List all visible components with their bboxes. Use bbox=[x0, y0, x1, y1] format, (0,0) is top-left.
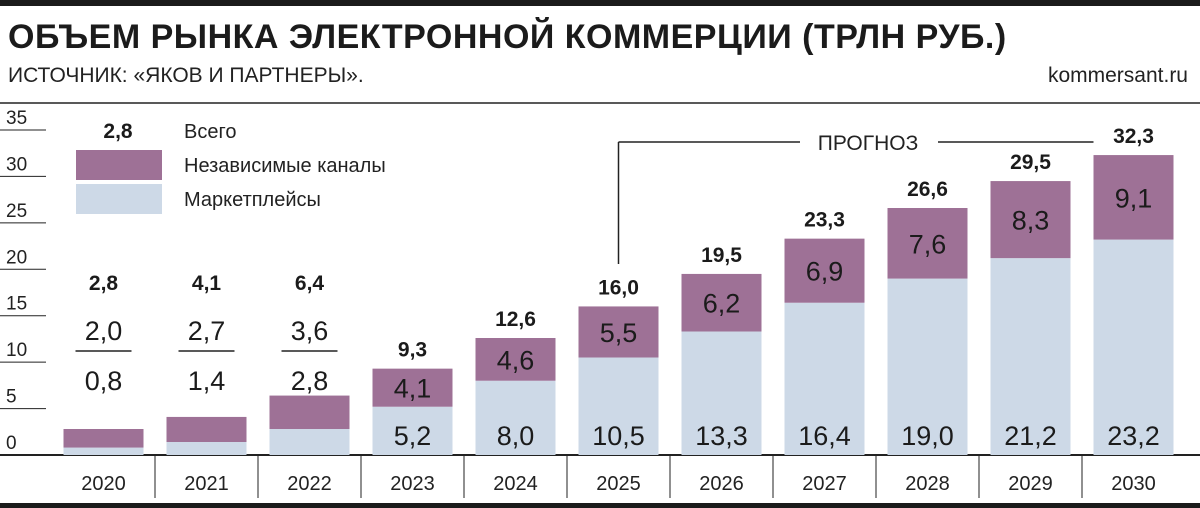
independent-value-label: 9,1 bbox=[1115, 183, 1153, 213]
independent-value-label: 7,6 bbox=[909, 229, 947, 259]
marketplaces-value-label: 21,2 bbox=[1004, 421, 1057, 451]
marketplaces-value-label: 1,4 bbox=[188, 366, 226, 396]
marketplaces-value-label: 8,0 bbox=[497, 421, 535, 451]
bar-marketplaces bbox=[578, 357, 659, 455]
independent-value-label: 2,7 bbox=[188, 316, 226, 346]
bar-independent bbox=[784, 238, 865, 303]
legend-independent-swatch bbox=[76, 150, 162, 180]
y-tick-label: 20 bbox=[6, 247, 27, 268]
independent-value-label: 4,6 bbox=[497, 345, 535, 375]
independent-value-label: 3,6 bbox=[291, 316, 329, 346]
bar-marketplaces bbox=[63, 447, 144, 455]
legend-marketplaces-swatch bbox=[76, 184, 162, 214]
bar-marketplaces bbox=[887, 278, 968, 455]
legend: 2,8 Всего Независимые каналы Маркетплейс… bbox=[76, 120, 386, 214]
independent-value-label: 4,1 bbox=[394, 374, 432, 404]
y-tick-label: 15 bbox=[6, 294, 27, 315]
marketplaces-value-label: 19,0 bbox=[901, 421, 954, 451]
bar-independent bbox=[887, 208, 968, 279]
x-tick-label: 2026 bbox=[699, 473, 744, 495]
x-tick-label: 2021 bbox=[184, 473, 229, 495]
bottom-rule bbox=[0, 503, 1200, 508]
total-label: 19,5 bbox=[701, 244, 742, 267]
total-label: 4,1 bbox=[192, 272, 222, 295]
y-tick-label: 10 bbox=[6, 340, 27, 361]
independent-value-label: 8,3 bbox=[1012, 206, 1050, 236]
y-tick-label: 5 bbox=[6, 387, 17, 408]
brand-link[interactable]: kommersant.ru bbox=[1047, 64, 1188, 87]
bar-marketplaces bbox=[166, 442, 247, 455]
marketplaces-value-label: 2,8 bbox=[291, 366, 329, 396]
marketplaces-value-label: 13,3 bbox=[695, 421, 748, 451]
total-label: 2,8 bbox=[89, 272, 119, 295]
labels-layer: 2,8 2,0 0,8 4,1 2,7 1,4 6,4 3,6 2,8 9,3 4,1 5,2 12,6… bbox=[75, 125, 1160, 451]
x-tick-label: 2028 bbox=[905, 473, 950, 495]
x-tick-label: 2027 bbox=[802, 473, 847, 495]
bar-marketplaces bbox=[681, 331, 762, 455]
bar-independent bbox=[475, 338, 556, 381]
bar-independent bbox=[166, 416, 247, 442]
marketplaces-value-label: 0,8 bbox=[85, 366, 123, 396]
bar-marketplaces bbox=[372, 406, 453, 455]
total-label: 32,3 bbox=[1113, 125, 1154, 148]
marketplaces-value-label: 23,2 bbox=[1107, 421, 1160, 451]
independent-value-label: 5,5 bbox=[600, 318, 638, 348]
legend-independent-label: Независимые каналы bbox=[184, 155, 386, 177]
legend-total-sample: 2,8 bbox=[103, 120, 133, 143]
independent-value-label: 6,9 bbox=[806, 257, 844, 287]
bar-independent bbox=[372, 368, 453, 407]
x-tick-label: 2020 bbox=[81, 473, 126, 495]
bar-independent bbox=[269, 395, 350, 429]
bar-independent bbox=[990, 181, 1071, 259]
source-note: ИСТОЧНИК: «ЯКОВ И ПАРТНЕРЫ». bbox=[8, 64, 364, 87]
marketplaces-value-label: 16,4 bbox=[798, 421, 851, 451]
bar-marketplaces bbox=[269, 429, 350, 455]
x-tick-label: 2022 bbox=[287, 473, 332, 495]
x-tick-label: 2024 bbox=[493, 473, 538, 495]
marketplaces-value-label: 5,2 bbox=[394, 421, 432, 451]
forecast-label: ПРОГНОЗ bbox=[818, 132, 919, 155]
total-label: 6,4 bbox=[295, 272, 325, 295]
total-label: 16,0 bbox=[598, 276, 639, 299]
legend-total-label: Всего bbox=[184, 121, 236, 143]
independent-value-label: 6,2 bbox=[703, 289, 741, 319]
x-tick-label: 2023 bbox=[390, 473, 435, 495]
independent-value-label: 2,0 bbox=[85, 316, 123, 346]
bar-marketplaces bbox=[784, 302, 865, 455]
total-label: 9,3 bbox=[398, 339, 427, 362]
x-tick-label: 2029 bbox=[1008, 473, 1053, 495]
forecast-annotation: ПРОГНОЗ bbox=[617, 132, 1094, 264]
bar-independent bbox=[681, 273, 762, 332]
x-tick-label: 2030 bbox=[1111, 473, 1156, 495]
legend-marketplaces-label: Маркетплейсы bbox=[184, 189, 321, 211]
chart-title: ОБЪЕМ РЫНКА ЭЛЕКТРОННОЙ КОММЕРЦИИ (ТРЛН … bbox=[8, 18, 1007, 56]
total-label: 26,6 bbox=[907, 178, 948, 201]
bars-layer bbox=[63, 155, 1174, 455]
bar-independent bbox=[63, 429, 144, 448]
total-label: 23,3 bbox=[804, 209, 845, 232]
total-label: 12,6 bbox=[495, 308, 536, 331]
y-tick-label: 30 bbox=[6, 154, 27, 175]
top-rule bbox=[0, 0, 1200, 6]
y-tick-label: 25 bbox=[6, 201, 27, 222]
bar-independent bbox=[1093, 155, 1174, 240]
bar-marketplaces bbox=[990, 258, 1071, 455]
x-tick-label: 2025 bbox=[596, 473, 641, 495]
y-tick-label: 0 bbox=[6, 433, 17, 454]
bar-independent bbox=[578, 306, 659, 358]
bar-marketplaces bbox=[475, 380, 556, 455]
marketplaces-value-label: 10,5 bbox=[592, 421, 645, 451]
bar-marketplaces bbox=[1093, 239, 1174, 455]
y-tick-label: 35 bbox=[6, 108, 27, 129]
total-label: 29,5 bbox=[1010, 151, 1051, 174]
